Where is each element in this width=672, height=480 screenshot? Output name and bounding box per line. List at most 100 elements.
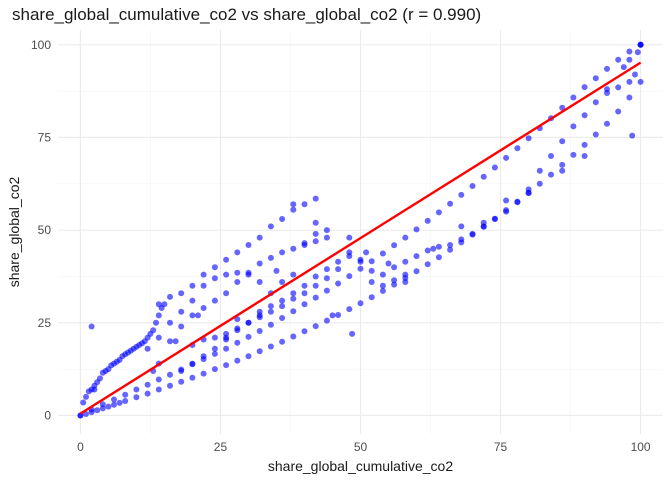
data-point (211, 275, 218, 282)
data-point (335, 266, 342, 273)
data-point (178, 368, 185, 374)
data-point (195, 312, 201, 319)
data-point (256, 314, 263, 321)
data-point (267, 308, 274, 315)
grid-lines (58, 30, 663, 434)
data-point (245, 333, 252, 340)
data-point (413, 268, 420, 275)
data-point (211, 334, 218, 341)
data-point (435, 254, 442, 261)
data-point (430, 245, 437, 252)
data-point (91, 386, 98, 393)
data-point (234, 327, 241, 334)
data-point (402, 234, 409, 241)
data-point (604, 65, 610, 72)
data-point (312, 230, 319, 237)
data-point (99, 405, 106, 412)
x-tick-label: 50 (354, 440, 368, 454)
data-point (223, 345, 230, 352)
data-point (604, 86, 610, 93)
data-point (480, 173, 487, 180)
data-point (301, 301, 308, 308)
data-point (167, 319, 173, 326)
data-point (267, 254, 274, 261)
data-point (413, 226, 420, 233)
data-point (536, 167, 543, 174)
data-point (99, 401, 106, 408)
data-point (525, 135, 532, 142)
data-point (155, 386, 162, 393)
data-point (234, 339, 241, 346)
data-point (245, 269, 252, 276)
x-tick-label: 75 (494, 440, 508, 454)
chart-title: share_global_cumulative_co2 vs share_glo… (12, 5, 482, 24)
data-point (189, 312, 196, 319)
data-point (323, 287, 330, 294)
data-point (167, 293, 173, 300)
data-point (559, 161, 566, 168)
data-point (290, 245, 297, 252)
data-point (256, 308, 263, 315)
data-point (111, 396, 117, 403)
data-point (402, 271, 409, 278)
x-tick-label: 0 (77, 440, 84, 454)
data-point (122, 391, 129, 398)
data-point (256, 348, 263, 355)
data-point (514, 145, 521, 152)
data-point (615, 84, 622, 91)
y-tick-label: 0 (44, 408, 51, 422)
data-point (94, 407, 101, 414)
data-point (424, 217, 431, 224)
data-point (111, 401, 117, 408)
data-point (200, 353, 207, 360)
data-point (447, 242, 454, 248)
data-point (503, 154, 510, 161)
data-point (161, 301, 168, 308)
data-point (279, 303, 286, 310)
data-point (514, 199, 521, 206)
regression-line (79, 61, 642, 415)
data-point (211, 350, 218, 357)
data-point (189, 297, 196, 304)
data-point (155, 334, 162, 341)
data-point (548, 171, 554, 178)
data-point (346, 273, 353, 280)
data-point (447, 200, 454, 207)
data-point (223, 290, 230, 297)
data-point (312, 273, 319, 280)
data-point (323, 317, 330, 324)
data-point (279, 297, 286, 304)
data-point (312, 323, 319, 330)
data-point (379, 287, 386, 294)
data-point (503, 208, 510, 215)
data-point (368, 279, 375, 285)
data-point (379, 282, 386, 289)
data-point (435, 243, 442, 250)
data-point (301, 282, 308, 289)
data-point (256, 328, 263, 334)
data-point (349, 330, 356, 337)
data-point (323, 275, 330, 282)
data-point (155, 376, 162, 383)
data-point (200, 305, 207, 311)
x-tick-label: 25 (214, 440, 228, 454)
data-point (256, 234, 263, 241)
data-point (273, 267, 280, 274)
data-point (122, 398, 129, 404)
data-point (368, 267, 375, 274)
data-point (200, 370, 207, 377)
data-point (223, 334, 230, 341)
data-point (211, 297, 218, 304)
data-point (581, 84, 588, 91)
data-point (626, 56, 633, 63)
y-axis-ticks: 0 25 50 75 100 (31, 38, 51, 423)
data-point (267, 223, 274, 230)
data-point (491, 164, 498, 171)
data-point (133, 394, 140, 401)
data-point (167, 382, 173, 389)
data-point (97, 375, 103, 382)
data-point (559, 138, 566, 145)
data-point (346, 234, 353, 241)
data-point (379, 250, 386, 257)
